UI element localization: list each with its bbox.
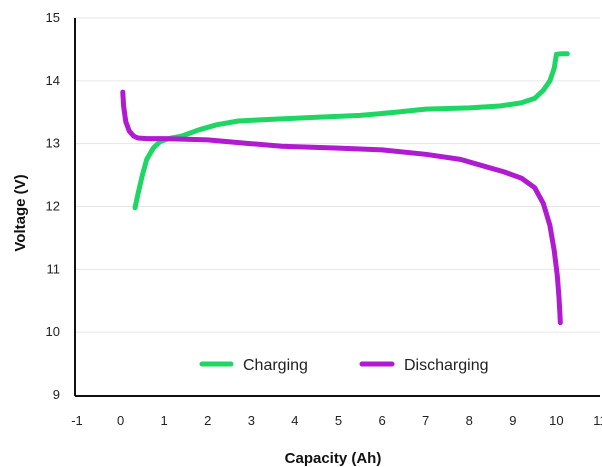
x-tick-label: 4: [291, 413, 298, 428]
y-tick-label: 9: [53, 387, 60, 402]
y-tick-label: 10: [46, 324, 60, 339]
y-tick-label: 11: [47, 261, 61, 276]
x-tick-label: 10: [549, 413, 563, 428]
y-tick-label: 13: [46, 136, 60, 151]
x-tick-label: 9: [509, 413, 516, 428]
x-tick-label: 0: [117, 413, 124, 428]
y-tick-label: 12: [46, 199, 60, 214]
x-tick-label: 7: [422, 413, 429, 428]
legend-label-charging: Charging: [243, 357, 308, 374]
x-tick-label: 3: [248, 413, 255, 428]
x-tick-label: 2: [204, 413, 211, 428]
legend-label-discharging: Discharging: [404, 357, 488, 374]
x-tick-label: 11: [593, 413, 602, 428]
axes: [74, 18, 600, 397]
x-tick-label: 1: [161, 413, 168, 428]
x-tick-label: 6: [378, 413, 385, 428]
legend: Charging Discharging: [199, 357, 488, 374]
y-tick-label: 15: [46, 10, 60, 25]
x-tick-label: 5: [335, 413, 342, 428]
x-tick-label: -1: [71, 413, 83, 428]
y-axis-title: Voltage (V): [12, 174, 29, 251]
y-tick-label: 14: [46, 73, 60, 88]
series-line-charging: [132, 51, 570, 211]
series-line-discharging: [120, 89, 563, 326]
x-tick-label: 8: [466, 413, 473, 428]
grid-lines: [75, 17, 600, 333]
series-lines: [120, 51, 570, 326]
x-axis-title: Capacity (Ah): [285, 450, 382, 467]
